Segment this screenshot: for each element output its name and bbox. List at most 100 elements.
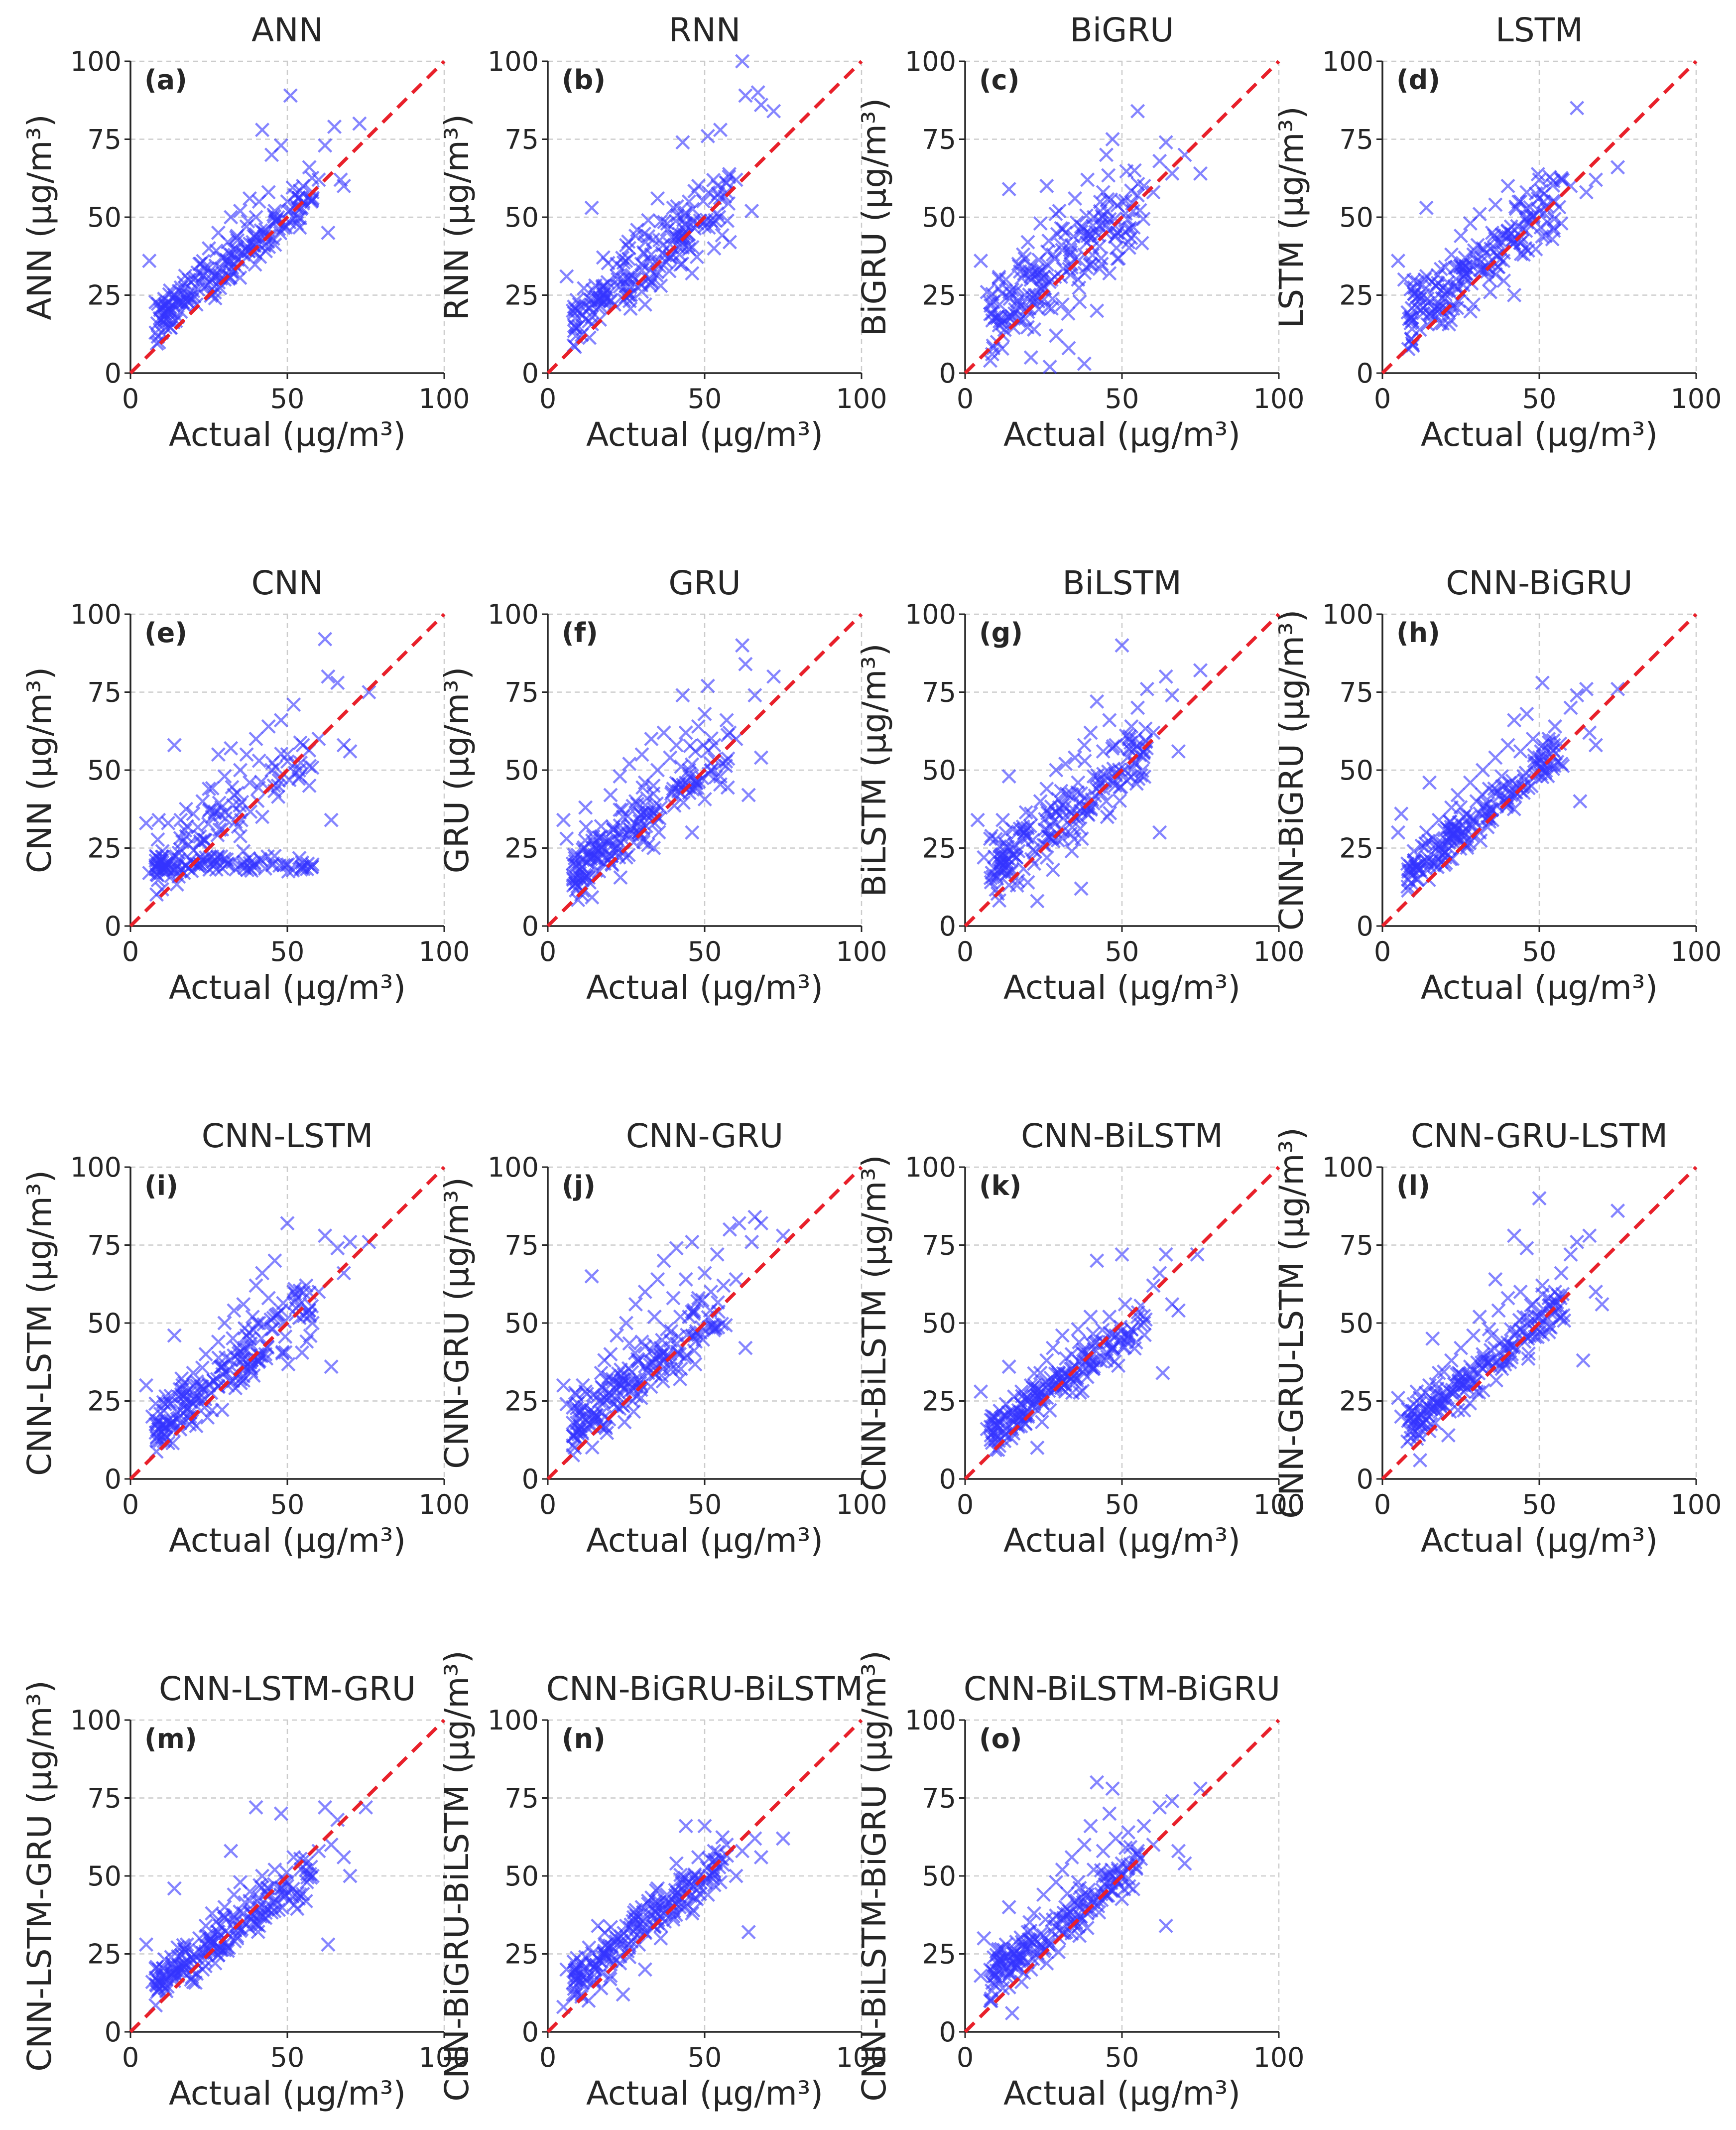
scatter-point: [1488, 1272, 1503, 1287]
scatter-markers: [973, 1775, 1208, 2021]
scatter-point: [1570, 101, 1585, 116]
scatter-point: [211, 1378, 226, 1394]
scatter-point: [180, 294, 195, 309]
scatter-point: [992, 314, 1007, 329]
y-tick-label: 100: [1322, 46, 1373, 77]
y-tick-label: 50: [504, 1308, 539, 1339]
scatter-point: [277, 1314, 292, 1329]
scatter-point: [1400, 1402, 1415, 1417]
scatter-point: [1101, 168, 1116, 183]
scatter-point: [1006, 1389, 1022, 1404]
scatter-point: [1046, 833, 1061, 848]
y-tick-label: 50: [504, 755, 539, 786]
scatter-point: [211, 1334, 226, 1349]
y-tick-label: 0: [939, 2016, 956, 2048]
scatter-point: [685, 202, 700, 217]
scatter-point: [1463, 775, 1478, 790]
y-axis-label: CNN-LSTM (μg/m³): [20, 1170, 59, 1476]
scatter-point: [327, 119, 342, 134]
y-tick-label: 0: [105, 358, 122, 389]
y-tick-label: 100: [70, 1152, 122, 1183]
x-axis-label: Actual (μg/m³): [586, 968, 823, 1007]
panel-label: (a): [144, 64, 187, 96]
scatter-point: [324, 1359, 339, 1374]
scatter-point: [569, 1972, 584, 1987]
scatter-point: [587, 1406, 602, 1421]
scatter-point: [1105, 1781, 1120, 1796]
scatter-point: [1027, 1906, 1042, 1921]
scatter-point: [667, 798, 682, 813]
y-tick-label: 0: [1357, 911, 1373, 942]
scatter-point: [747, 688, 762, 703]
scatter-point: [584, 297, 599, 312]
scatter-point: [700, 678, 715, 693]
scatter-point: [1037, 281, 1052, 296]
scatter-point: [686, 1306, 701, 1321]
scatter-point: [1049, 1874, 1064, 1890]
scatter-point: [681, 194, 697, 209]
scatter-point: [1487, 781, 1502, 796]
scatter-point: [1155, 1365, 1170, 1380]
scatter-markers: [973, 104, 1208, 375]
subplot-e: 0 25 50 75 100 0 50 100 CNN Actual (μg/m³) CNN (μg…: [20, 564, 470, 1007]
scatter-point: [663, 1333, 678, 1348]
scatter-point: [682, 766, 697, 781]
scatter-point: [1099, 1887, 1114, 1902]
scatter-point: [196, 268, 211, 283]
scatter-point: [198, 1347, 213, 1362]
scatter-point: [286, 697, 301, 712]
scatter-point: [686, 215, 701, 230]
scatter-point: [639, 791, 655, 806]
scatter-point: [1007, 837, 1022, 852]
scatter-point: [1118, 728, 1133, 743]
scatter-point: [1095, 1323, 1110, 1337]
scatter-point: [294, 1345, 310, 1360]
scatter-point: [1193, 166, 1208, 181]
scatter-point: [1049, 763, 1064, 778]
scatter-point: [1003, 1964, 1018, 1980]
scatter-point: [1538, 765, 1553, 781]
scatter-point: [191, 282, 206, 297]
y-tick-label: 0: [939, 911, 956, 942]
subplot-title: CNN-GRU: [626, 1117, 783, 1155]
scatter-point: [1472, 207, 1487, 222]
y-tick-label: 100: [905, 599, 956, 630]
scatter-point: [261, 1291, 276, 1306]
scatter-point: [630, 222, 645, 238]
scatter-point: [637, 297, 652, 312]
scatter-point: [1105, 132, 1120, 147]
y-tick-label: 100: [1322, 599, 1373, 630]
scatter-point: [1022, 287, 1037, 302]
scatter-point: [233, 203, 248, 219]
x-tick-label: 50: [1105, 383, 1139, 414]
scatter-point: [651, 825, 666, 840]
reference-line-y-equals-x: [129, 613, 446, 928]
scatter-point: [170, 859, 185, 874]
x-tick-label: 100: [836, 383, 887, 414]
x-tick-label: 100: [1253, 2042, 1304, 2073]
scatter-point: [275, 1344, 290, 1359]
scatter-point: [614, 1368, 628, 1383]
scatter-point: [1437, 822, 1452, 838]
scatter-point: [992, 271, 1006, 286]
scatter-point: [151, 812, 166, 827]
panel-label: (o): [979, 1723, 1022, 1754]
scatter-point: [1610, 160, 1625, 175]
scatter-point: [691, 719, 706, 734]
scatter-point: [198, 1959, 213, 1974]
scatter-point: [569, 292, 584, 307]
scatter-point: [148, 325, 163, 340]
scatter-point: [225, 260, 240, 275]
y-axis-label: BiGRU (μg/m³): [855, 98, 893, 336]
scatter-point: [1069, 1373, 1085, 1388]
scatter-point: [1044, 799, 1059, 814]
scatter-point: [211, 1350, 226, 1365]
scatter-point: [248, 210, 263, 225]
y-tick-label: 50: [87, 202, 122, 233]
scatter-point: [1055, 1862, 1070, 1877]
subplot-title: CNN-BiLSTM-BiGRU: [964, 1670, 1280, 1708]
scatter-point: [1431, 1365, 1446, 1380]
x-tick-label: 0: [122, 1489, 139, 1520]
reference-line-y-equals-x: [546, 60, 863, 375]
